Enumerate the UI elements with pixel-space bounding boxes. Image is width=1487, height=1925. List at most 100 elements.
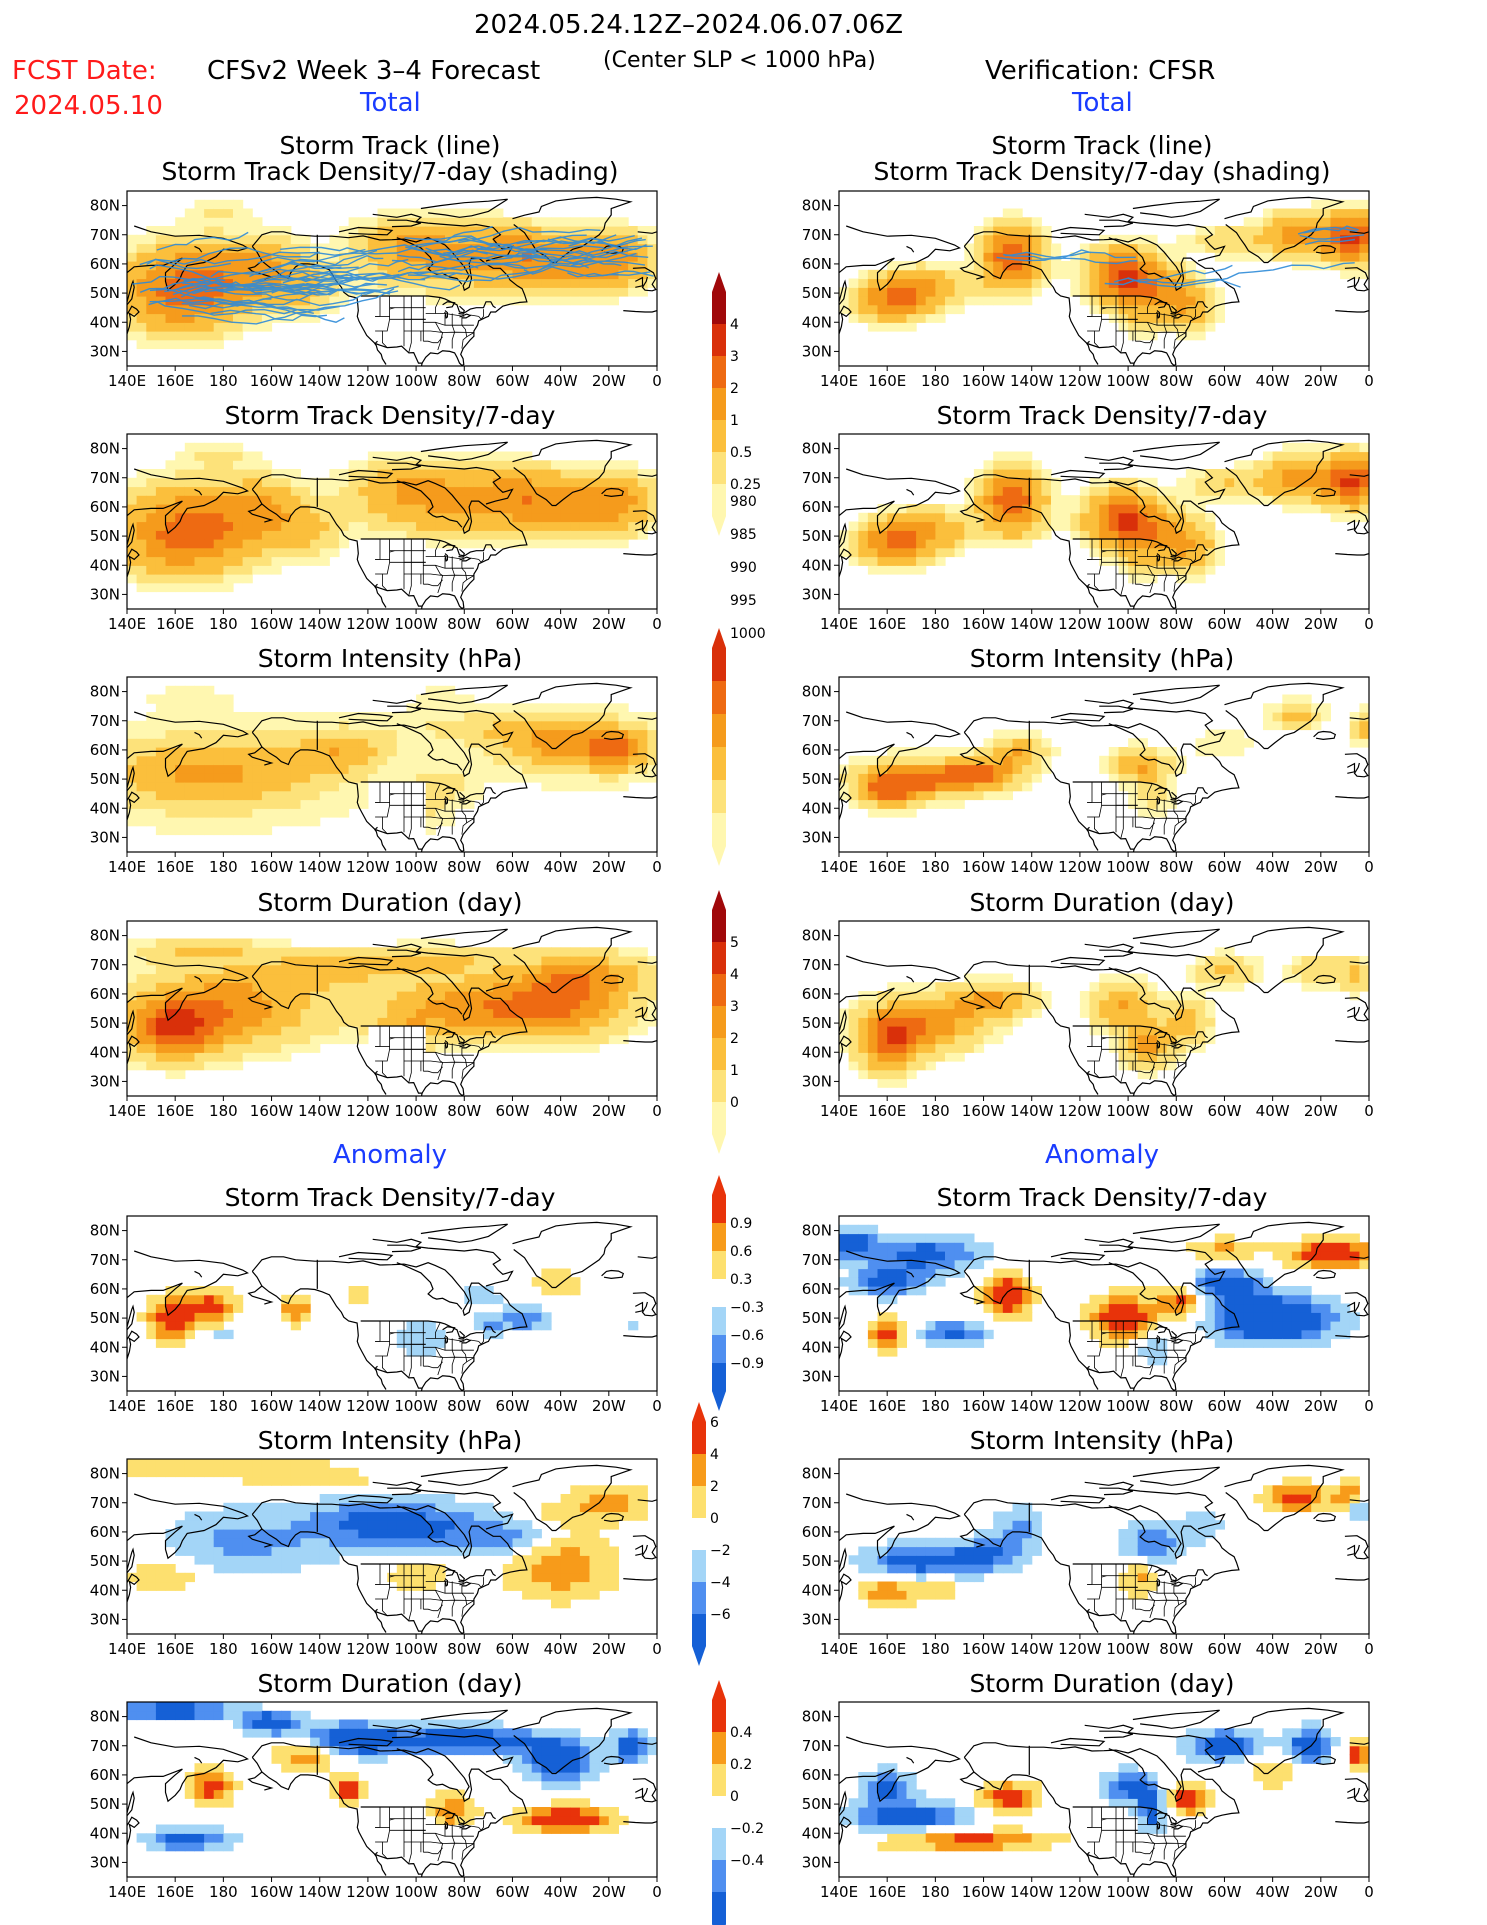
dens-fc-lon-tick: 160W xyxy=(250,615,294,633)
title-r7: Storm Duration (day) xyxy=(969,1669,1235,1698)
dens-fc-lat-tick: 80N xyxy=(90,440,120,458)
dura-fc-lon-tick: 180 xyxy=(209,1883,238,1901)
map-forecast-density: 140E 160E 180 160W 140W 120W 100W 80W 60W 40W 20W 0… xyxy=(90,433,662,633)
int-vf-lat-tick: 50N xyxy=(802,770,832,788)
dur-vf-lon-tick: 160W xyxy=(962,1102,1006,1120)
dens-fc-lon-tick: 40W xyxy=(544,615,578,633)
map-forecast-intensity-anom: 140E 160E 180 160W 140W 120W 100W 80W 60W 40W 20W 0… xyxy=(90,1458,662,1658)
track-fc-lon-tick: 60W xyxy=(495,372,529,390)
colorbar-label: 0.2 xyxy=(730,1757,752,1773)
int-fc-lat-tick: 60N xyxy=(90,741,120,759)
inta-fc-lon-tick: 140W xyxy=(298,1640,342,1658)
track-fc-lon-tick: 20W xyxy=(592,372,626,390)
densa-fc-lon-tick: 120W xyxy=(346,1397,390,1415)
inta-fc-lat-tick: 30N xyxy=(90,1610,120,1628)
int-vf-lon-tick: 160E xyxy=(868,858,906,876)
inta-vf-lon-tick: 180 xyxy=(921,1640,950,1658)
dura-vf-lat-tick: 40N xyxy=(802,1824,832,1842)
densa-vf-lon-tick: 160E xyxy=(868,1397,906,1415)
dura-vf-lat-tick: 70N xyxy=(802,1737,832,1755)
densa-fc-lon-tick: 140E xyxy=(108,1397,146,1415)
title-r5: Storm Track Density/7-day xyxy=(936,1183,1268,1212)
title-l1b: Storm Track Density/7-day (shading) xyxy=(161,157,619,186)
verification-title: Verification: CFSR xyxy=(985,56,1216,86)
map-forecast-duration-anom: 140E 160E 180 160W 140W 120W 100W 80W 60W 40W 20W 0… xyxy=(90,1701,662,1901)
track-fc-lat-tick: 80N xyxy=(90,197,120,215)
dens-vf-lat-tick: 40N xyxy=(802,556,832,574)
forecast-title: CFSv2 Week 3–4 Forecast xyxy=(207,56,541,86)
dura-fc-lon-tick: 60W xyxy=(495,1883,529,1901)
map-forecast-track: 140E 160E 180 160W 140W 120W 100W 80W 60W 40W 20W 0… xyxy=(90,190,662,390)
dur-fc-lon-tick: 0 xyxy=(652,1102,662,1120)
colorbar-label: 0.9 xyxy=(730,1216,752,1232)
inta-vf-lon-tick: 160W xyxy=(962,1640,1006,1658)
track-vf-lon-tick: 100W xyxy=(1106,372,1150,390)
densa-fc-lon-tick: 40W xyxy=(544,1397,578,1415)
dura-vf-lon-tick: 120W xyxy=(1058,1883,1102,1901)
dura-fc-lat-tick: 60N xyxy=(90,1766,120,1784)
inta-fc-lon-tick: 160W xyxy=(250,1640,294,1658)
inta-fc-lat-tick: 80N xyxy=(90,1465,120,1483)
dur-fc-lon-tick: 180 xyxy=(209,1102,238,1120)
fcst-date-label: FCST Date: xyxy=(12,56,157,86)
dur-vf-lon-tick: 140E xyxy=(820,1102,858,1120)
title-l3: Storm Intensity (hPa) xyxy=(257,644,523,673)
track-fc-lon-tick: 120W xyxy=(346,372,390,390)
dens-vf-lon-tick: 140E xyxy=(820,615,858,633)
dens-fc-lat-tick: 30N xyxy=(90,585,120,603)
track-vf-lon-tick: 140E xyxy=(820,372,858,390)
track-vf-lat-tick: 70N xyxy=(802,226,832,244)
track-vf-lon-tick: 60W xyxy=(1207,372,1241,390)
int-fc-lon-tick: 100W xyxy=(394,858,438,876)
dur-fc-lon-tick: 140W xyxy=(298,1102,342,1120)
densa-fc-lon-tick: 180 xyxy=(209,1397,238,1415)
dur-vf-lat-tick: 60N xyxy=(802,985,832,1003)
map-verif-intensity-anom: 140E 160E 180 160W 140W 120W 100W 80W 60W 40W 20W 0… xyxy=(802,1458,1374,1658)
int-vf-lat-tick: 70N xyxy=(802,712,832,730)
track-fc-lat-tick: 40N xyxy=(90,313,120,331)
colorbar-label: 4 xyxy=(730,317,739,333)
dens-vf-lat-tick: 30N xyxy=(802,585,832,603)
dura-fc-lon-tick: 100W xyxy=(394,1883,438,1901)
densa-fc-lat-tick: 80N xyxy=(90,1222,120,1240)
inta-vf-lat-tick: 60N xyxy=(802,1523,832,1541)
dens-vf-lon-tick: 100W xyxy=(1106,615,1150,633)
left-total-label: Total xyxy=(360,88,421,118)
densa-fc-lat-tick: 70N xyxy=(90,1251,120,1269)
inta-vf-lon-tick: 80W xyxy=(1159,1640,1193,1658)
int-fc-lon-tick: 160E xyxy=(156,858,194,876)
inta-vf-lon-tick: 40W xyxy=(1256,1640,1290,1658)
track-vf-lon-tick: 80W xyxy=(1159,372,1193,390)
colorbar-label: −4 xyxy=(710,1575,731,1591)
dur-vf-lon-tick: 100W xyxy=(1106,1102,1150,1120)
colorbar-label: 0 xyxy=(710,1511,719,1527)
map-verif-density: 140E 160E 180 160W 140W 120W 100W 80W 60W 40W 20W 0… xyxy=(802,433,1374,633)
dur-fc-lat-tick: 60N xyxy=(90,985,120,1003)
dur-vf-lon-tick: 0 xyxy=(1364,1102,1374,1120)
colorbar-label: 6 xyxy=(710,1415,719,1431)
colorbar-intensity-total: 980 985 990 995 1000 xyxy=(712,494,766,866)
inta-vf-lon-tick: 100W xyxy=(1106,1640,1150,1658)
map-verif-track: 140E 160E 180 160W 140W 120W 100W 80W 60W 40W 20W 0… xyxy=(802,190,1374,390)
densa-fc-lon-tick: 20W xyxy=(592,1397,626,1415)
track-vf-lon-tick: 20W xyxy=(1304,372,1338,390)
int-fc-lat-tick: 80N xyxy=(90,683,120,701)
inta-fc-lat-tick: 60N xyxy=(90,1523,120,1541)
map-verif-density-anom: 140E 160E 180 160W 140W 120W 100W 80W 60W 40W 20W 0… xyxy=(802,1215,1374,1415)
colorbar-intensity-anomaly: 6 4 2 0 −2 −4 −6 xyxy=(692,1402,731,1666)
track-vf-lon-tick: 180 xyxy=(921,372,950,390)
int-fc-lat-tick: 70N xyxy=(90,712,120,730)
inta-vf-lon-tick: 20W xyxy=(1304,1640,1338,1658)
dur-fc-lat-tick: 70N xyxy=(90,956,120,974)
dura-vf-lon-tick: 40W xyxy=(1256,1883,1290,1901)
colorbar-label: 2 xyxy=(710,1479,719,1495)
densa-vf-lat-tick: 80N xyxy=(802,1222,832,1240)
track-vf-lat-tick: 50N xyxy=(802,284,832,302)
fcst-date-value: 2024.05.10 xyxy=(14,91,163,121)
dura-fc-lat-tick: 40N xyxy=(90,1824,120,1842)
dura-fc-lon-tick: 160W xyxy=(250,1883,294,1901)
int-vf-lat-tick: 60N xyxy=(802,741,832,759)
colorbar-label: 995 xyxy=(730,593,757,609)
dura-vf-lon-tick: 60W xyxy=(1207,1883,1241,1901)
inta-fc-lon-tick: 20W xyxy=(592,1640,626,1658)
